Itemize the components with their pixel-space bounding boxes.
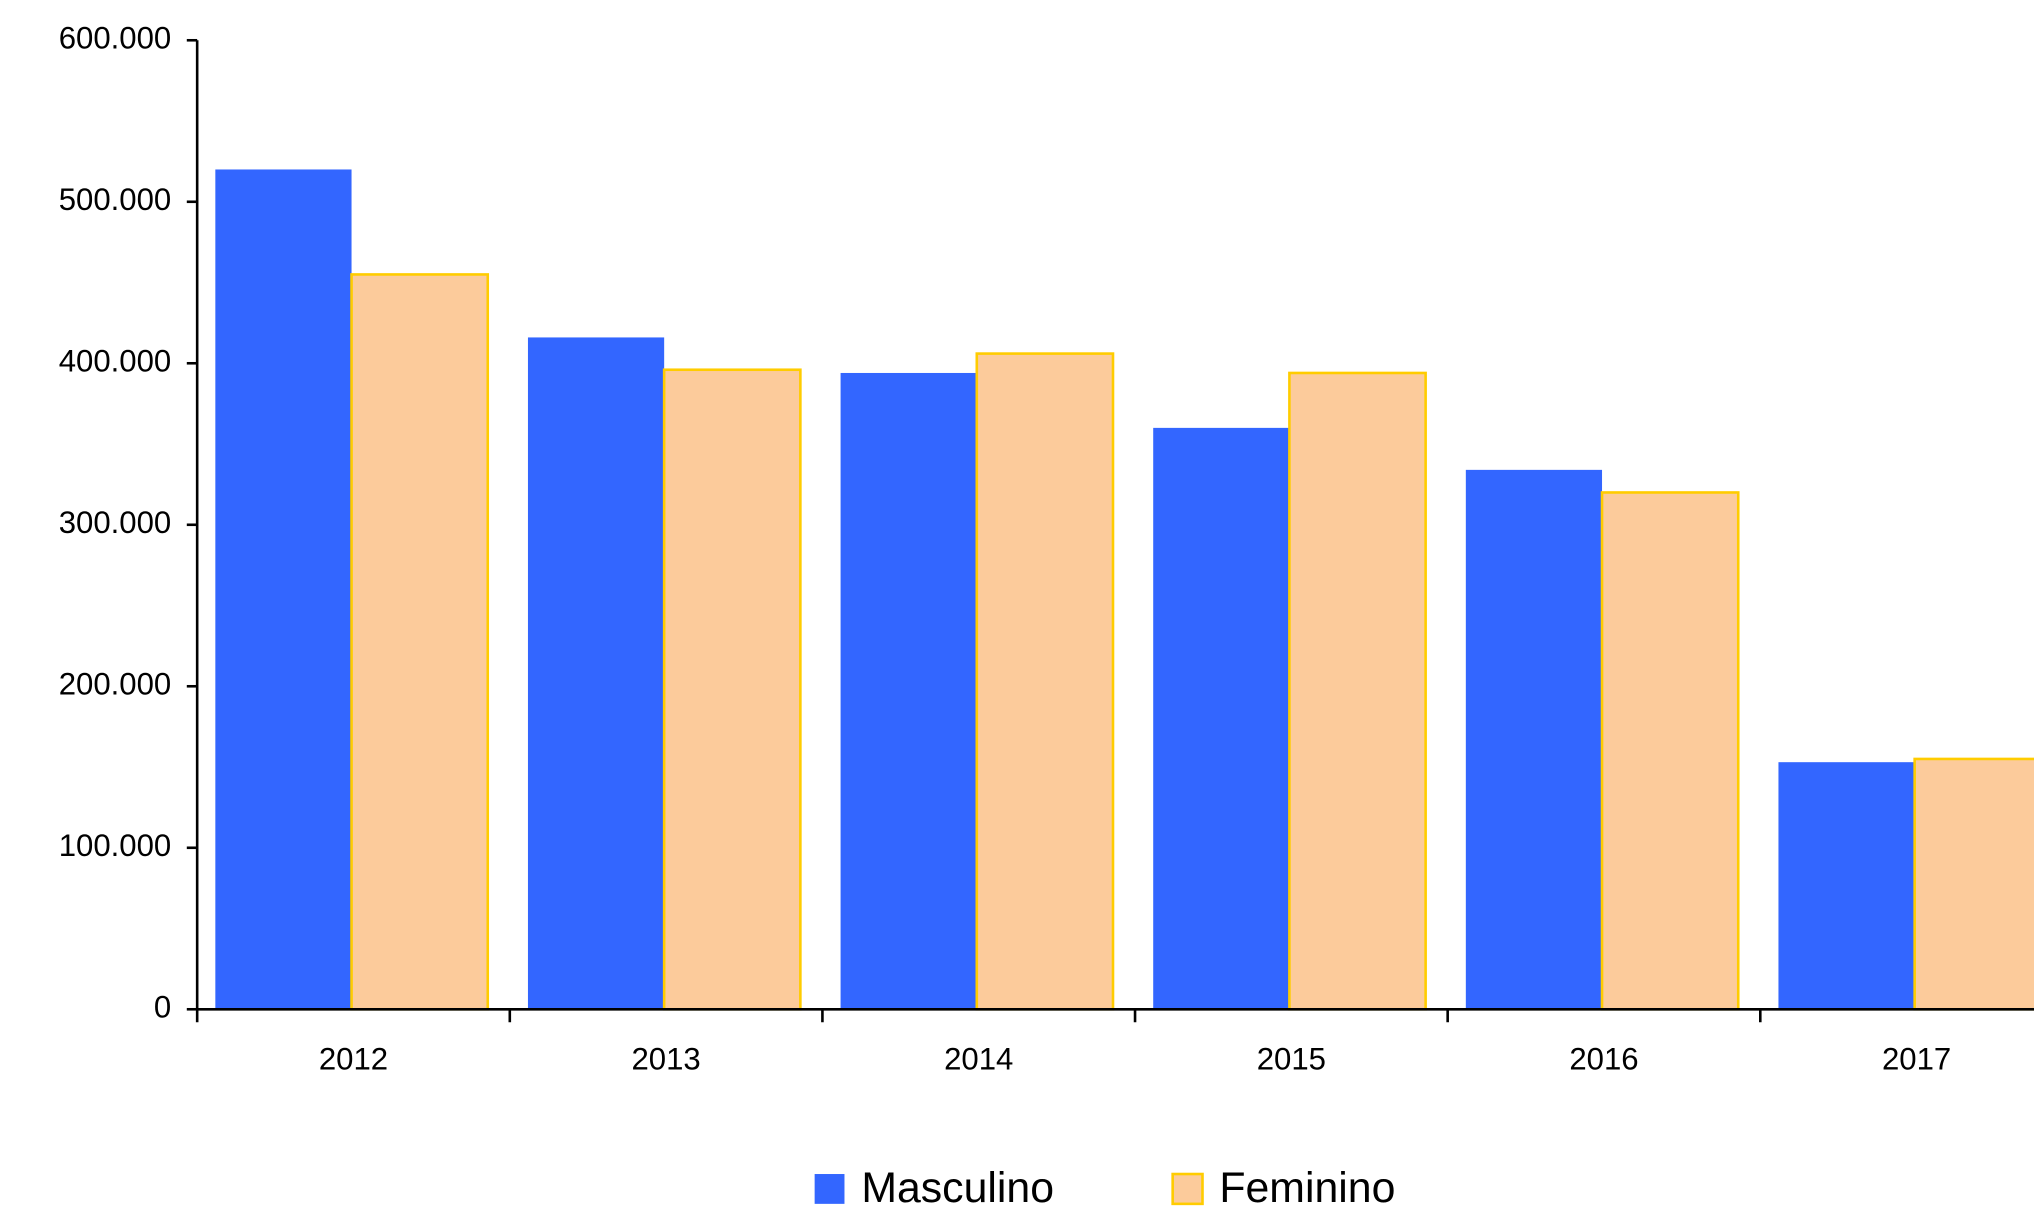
x-tick-label: 2012 (319, 1041, 388, 1076)
bar (1288, 371, 1427, 1011)
bar (1600, 491, 1740, 1011)
y-tick-label: 500.000 (59, 182, 172, 217)
x-tick-label: 2015 (1257, 1041, 1326, 1076)
bar (1913, 757, 2034, 1011)
legend-swatch (1171, 1172, 1204, 1206)
x-tick-label: 2014 (944, 1041, 1013, 1076)
bar (1465, 469, 1603, 1010)
bar (975, 352, 1115, 1011)
bar (662, 368, 802, 1011)
y-tick-label: 400.000 (59, 343, 172, 378)
x-tick-label: 2013 (631, 1041, 700, 1076)
y-tick-label: 0 (154, 989, 171, 1024)
y-tick-label: 300.000 (59, 505, 172, 540)
y-tick-label: 600.000 (59, 20, 172, 55)
y-tick-label: 200.000 (59, 666, 172, 701)
bar (215, 169, 352, 1010)
bar (350, 273, 490, 1011)
legend-label: Masculino (861, 1164, 1054, 1212)
x-tick-label: 2016 (1569, 1041, 1638, 1076)
y-tick-label: 100.000 (59, 828, 172, 863)
bar (1153, 427, 1290, 1010)
bar (1778, 762, 1915, 1010)
bar (527, 337, 665, 1010)
legend-label: Feminino (1219, 1164, 1395, 1212)
legend-swatch (814, 1174, 845, 1204)
bar (840, 372, 977, 1010)
x-tick-label: 2017 (1882, 1041, 1951, 1076)
